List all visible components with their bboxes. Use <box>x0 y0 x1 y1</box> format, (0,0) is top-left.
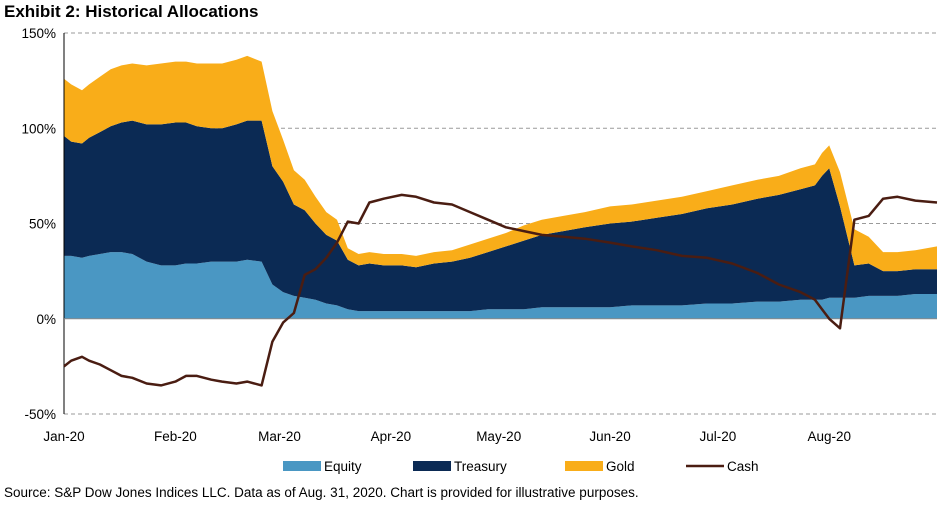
x-tick-label: Jul-20 <box>699 429 736 444</box>
legend-item-cash: Cash <box>686 459 759 474</box>
axes <box>63 33 937 414</box>
source-note: Source: S&P Dow Jones Indices LLC. Data … <box>4 485 639 500</box>
y-tick-labels: 150% 100% 50% 0% -50% <box>21 26 56 422</box>
legend-label: Cash <box>727 459 759 474</box>
series-area-gold <box>64 55 937 272</box>
legend-item-treasury: Treasury <box>413 459 507 474</box>
legend-label: Equity <box>324 459 362 474</box>
x-tick-label: Apr-20 <box>371 429 412 444</box>
legend-label: Gold <box>606 459 635 474</box>
chart-title: Exhibit 2: Historical Allocations <box>4 2 259 21</box>
series-area-treasury <box>64 120 937 312</box>
legend-swatch <box>565 461 603 471</box>
legend-label: Treasury <box>454 459 507 474</box>
legend: Equity Treasury Gold Cash <box>283 459 759 474</box>
y-tick-label: 100% <box>21 121 56 136</box>
y-tick-label: 150% <box>21 26 56 41</box>
x-tick-label: Mar-20 <box>258 429 301 444</box>
legend-swatch <box>413 461 451 471</box>
legend-item-gold: Gold <box>565 459 635 474</box>
x-tick-label: Feb-20 <box>154 429 197 444</box>
x-tick-labels: Jan-20 Feb-20 Mar-20 Apr-20 May-20 Jun-20 Jul-… <box>43 429 851 444</box>
plot-areas <box>64 55 937 319</box>
y-tick-label: 50% <box>29 217 56 232</box>
x-tick-label: May-20 <box>476 429 521 444</box>
x-tick-label: Aug-20 <box>807 429 851 444</box>
y-tick-label: -50% <box>24 407 56 422</box>
legend-item-equity: Equity <box>283 459 362 474</box>
gridlines <box>64 32 937 415</box>
x-tick-label: Jun-20 <box>589 429 630 444</box>
cash-line-layer <box>63 193 938 387</box>
y-tick-label: 0% <box>36 312 56 327</box>
series-line-cash <box>63 193 938 387</box>
series-area-equity <box>64 252 937 319</box>
x-tick-label: Jan-20 <box>43 429 84 444</box>
legend-swatch <box>283 461 321 471</box>
